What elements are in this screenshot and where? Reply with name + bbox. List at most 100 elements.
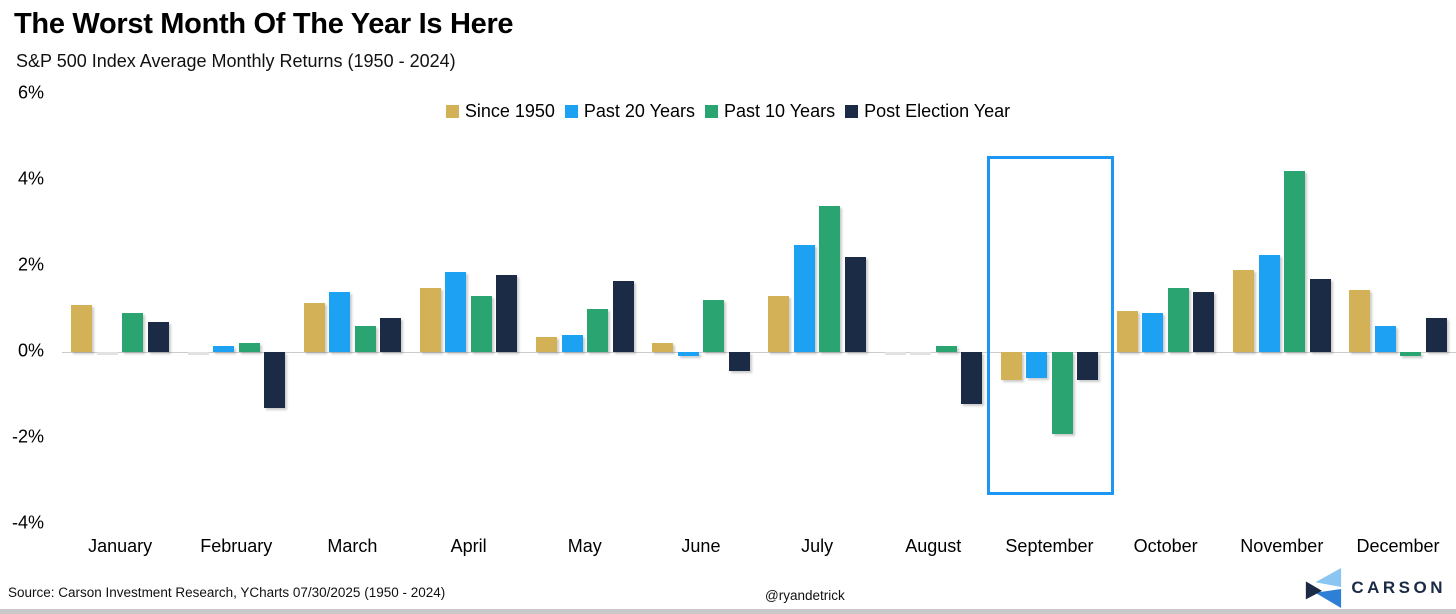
legend-swatch-icon xyxy=(845,105,859,118)
x-axis-label-january: January xyxy=(88,536,153,556)
bar-since-1950-february xyxy=(187,352,209,355)
bar-past-10-years-november xyxy=(1284,171,1306,352)
bar-past-10-years-april xyxy=(470,296,492,352)
bar-post-election-year-july xyxy=(844,257,866,352)
bar-past-20-years-september xyxy=(1026,352,1048,378)
bar-group-january xyxy=(62,93,178,523)
bar-past-20-years-july xyxy=(793,244,815,352)
y-axis-tick-label: 2% xyxy=(17,254,44,275)
bar-since-1950-december xyxy=(1349,289,1371,352)
x-axis-label-may: May xyxy=(567,536,602,556)
bar-group-april xyxy=(411,93,527,523)
bar-group-september xyxy=(991,93,1107,523)
bar-past-20-years-april xyxy=(445,272,467,352)
bar-post-election-year-october xyxy=(1193,291,1215,352)
bar-past-20-years-october xyxy=(1142,313,1164,352)
bar-since-1950-november xyxy=(1233,270,1255,352)
y-axis-tick-label: 6% xyxy=(17,82,44,103)
bar-group-december xyxy=(1340,93,1456,523)
bar-since-1950-july xyxy=(768,296,790,352)
bar-past-10-years-march xyxy=(354,326,376,352)
bar-since-1950-april xyxy=(419,287,441,352)
bar-past-10-years-may xyxy=(587,309,609,352)
bar-post-election-year-june xyxy=(728,352,750,372)
legend-item-since-1950: Since 1950 xyxy=(445,101,555,122)
bar-since-1950-january xyxy=(71,304,93,352)
x-axis-label-august: August xyxy=(905,536,962,556)
bar-since-1950-may xyxy=(536,336,558,352)
bar-past-20-years-august xyxy=(910,352,932,355)
y-axis-tick-label: 4% xyxy=(17,168,44,189)
bar-group-february xyxy=(178,93,294,523)
legend-swatch-icon xyxy=(704,105,718,118)
bar-past-20-years-february xyxy=(213,345,234,352)
x-axis-label-february: February xyxy=(200,536,273,556)
legend-label: Past 20 Years xyxy=(583,101,695,121)
zero-gridline xyxy=(62,352,1456,353)
x-axis-label-march: March xyxy=(327,536,378,556)
bar-group-may xyxy=(527,93,643,523)
bar-chart: 6% 4% 2% 0% -2% -4% xyxy=(0,83,1456,533)
x-axis-label-april: April xyxy=(450,536,487,556)
bar-past-20-years-may xyxy=(561,334,583,352)
legend-item-past-10-years: Past 10 Years xyxy=(704,101,836,122)
carson-logo-icon xyxy=(1303,567,1343,609)
bar-past-10-years-september xyxy=(1051,352,1073,434)
x-axis-label-december: December xyxy=(1356,536,1440,556)
bar-since-1950-october xyxy=(1116,311,1138,352)
bar-group-october xyxy=(1108,93,1224,523)
bar-post-election-year-february xyxy=(264,352,285,408)
bar-post-election-year-march xyxy=(380,317,402,352)
x-axis-label-june: June xyxy=(681,536,721,556)
bar-past-20-years-november xyxy=(1258,255,1280,352)
bar-group-march xyxy=(294,93,410,523)
legend: Since 1950 Past 20 Years Past 10 Years Post… xyxy=(0,101,1456,122)
bar-past-10-years-july xyxy=(819,205,841,352)
bar-post-election-year-august xyxy=(961,352,983,404)
bar-post-election-year-november xyxy=(1309,278,1331,352)
bar-post-election-year-may xyxy=(612,281,634,352)
bar-post-election-year-september xyxy=(1077,352,1099,380)
bar-group-june xyxy=(643,93,759,523)
x-axis-label-september: September xyxy=(1005,536,1094,556)
bar-group-november xyxy=(1224,93,1340,523)
carson-wordmark: CARSON xyxy=(1351,578,1446,597)
carson-logo: CARSON xyxy=(1303,567,1446,609)
bottom-border xyxy=(0,609,1456,614)
bar-past-20-years-march xyxy=(329,291,351,352)
x-axis-label-november: November xyxy=(1240,536,1324,556)
bar-groups xyxy=(62,93,1456,523)
bar-past-10-years-june xyxy=(703,300,725,352)
bar-post-election-year-december xyxy=(1425,317,1447,352)
source-text: Source: Carson Investment Research, YCha… xyxy=(8,585,446,600)
legend-label: Past 10 Years xyxy=(723,101,836,121)
september-highlight-box xyxy=(987,156,1114,495)
y-axis-tick-label: -2% xyxy=(11,426,44,447)
bar-past-10-years-october xyxy=(1167,287,1189,352)
y-axis-tick-label: -4% xyxy=(11,512,44,533)
bar-post-election-year-january xyxy=(147,321,169,352)
bar-past-10-years-august xyxy=(935,345,957,352)
bar-past-20-years-june xyxy=(677,352,699,357)
x-axis-label-july: July xyxy=(801,536,834,556)
bar-since-1950-june xyxy=(652,343,674,352)
bar-past-10-years-december xyxy=(1400,352,1422,357)
y-axis-tick-label: 0% xyxy=(17,340,44,361)
bar-past-20-years-january xyxy=(96,352,118,355)
bar-past-20-years-december xyxy=(1374,326,1396,352)
x-axis: January February March April May June July Augu… xyxy=(62,536,1456,557)
bar-post-election-year-april xyxy=(496,274,518,352)
bar-group-august xyxy=(875,93,991,523)
legend-swatch-icon xyxy=(564,105,578,118)
bar-since-1950-august xyxy=(884,352,906,355)
x-axis-label-october: October xyxy=(1133,536,1198,556)
author-handle: @ryandetrick xyxy=(765,588,845,603)
chart-title: The Worst Month Of The Year Is Here xyxy=(14,8,514,40)
legend-label: Post Election Year xyxy=(864,101,1011,121)
legend-swatch-icon xyxy=(445,105,459,118)
chart-subtitle: S&P 500 Index Average Monthly Returns (1… xyxy=(16,51,456,71)
bar-past-10-years-january xyxy=(122,313,144,352)
bar-group-july xyxy=(759,93,875,523)
legend-item-post-election-year: Post Election Year xyxy=(845,101,1010,122)
